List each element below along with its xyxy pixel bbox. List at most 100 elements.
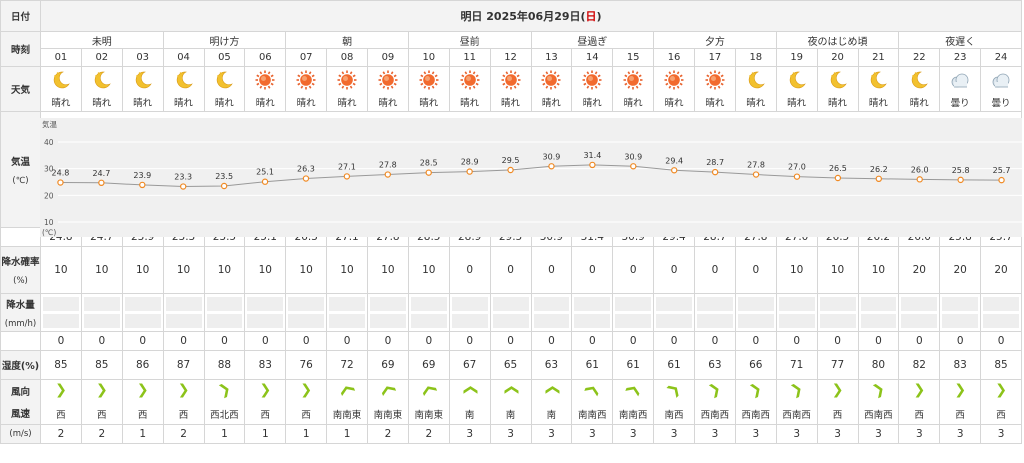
temperature-data-label: 26.0	[911, 165, 929, 174]
humidity-cell: 65	[489, 350, 532, 380]
wind-arrow-icon: ❯	[995, 382, 1007, 398]
wind-speed-cell: 1	[244, 424, 287, 444]
precip-amount-cell: 0	[857, 331, 900, 351]
precip-bar	[288, 314, 325, 328]
wind-dir-cell: ❯ 西	[244, 379, 287, 425]
temperature-point	[180, 183, 187, 190]
temperature-line	[60, 164, 1002, 188]
sun-icon	[705, 70, 725, 93]
wind-dir-cell: ❯ 南南西	[571, 379, 614, 425]
precip-bar	[247, 297, 284, 311]
moon-icon	[828, 70, 848, 93]
wind-arrow-icon: ❯	[623, 381, 643, 399]
date-header: 日付	[0, 0, 41, 32]
precip-bar	[206, 314, 243, 328]
chart-background	[40, 118, 1022, 237]
chart-ytick: 30	[44, 165, 54, 174]
temperature-data-label: 26.5	[829, 164, 847, 173]
weather-label: 晴れ	[378, 97, 398, 109]
temperature-data-label: 30.9	[543, 152, 561, 161]
humidity-cell: 69	[407, 350, 450, 380]
precip-bar	[165, 297, 202, 311]
hour-cell: 20	[816, 48, 859, 67]
precip-bar	[778, 297, 815, 311]
wind-dir-cell: ❯ 西	[898, 379, 941, 425]
period-label: 未明	[40, 31, 164, 49]
precip-bar	[410, 314, 447, 328]
precip-amount-values-header	[0, 331, 41, 351]
wind-speed-cell: 2	[80, 424, 123, 444]
humidity-cell: 87	[162, 350, 205, 380]
humidity-cell: 72	[326, 350, 368, 380]
hour-cell: 01	[40, 48, 82, 67]
temperature-point	[139, 181, 146, 189]
moon-icon	[746, 70, 766, 93]
temperature-data-label: 29.4	[665, 156, 683, 165]
humidity-cell: 71	[775, 350, 818, 380]
hour-cell: 09	[367, 48, 409, 67]
hour-cell: 21	[857, 48, 900, 67]
precip-bar	[370, 314, 406, 328]
precip-bar	[247, 314, 284, 328]
temperature-data-label: 30.9	[624, 152, 642, 161]
precip-bar-cell	[898, 293, 941, 332]
period-label: 昼過ぎ	[530, 31, 655, 49]
wind-dir-cell: ❯ 西	[980, 379, 1022, 425]
temperature-data-label: 23.3	[174, 173, 192, 182]
precip-prob-cell: 0	[571, 246, 614, 294]
humidity-cell: 63	[530, 350, 573, 380]
hour-cell: 16	[653, 48, 695, 67]
precip-amount-cell: 0	[244, 331, 287, 351]
wind-speed-cell: 3	[898, 424, 941, 444]
weather-header: 天気	[0, 66, 41, 112]
moon-icon	[868, 70, 888, 93]
hour-cell: 17	[694, 48, 736, 67]
precip-bar	[83, 314, 120, 328]
precip-bar-cell	[530, 293, 573, 332]
humidity-cell: 80	[857, 350, 900, 380]
precip-prob-cell: 0	[489, 246, 532, 294]
precip-bar	[615, 314, 652, 328]
precip-bar	[451, 297, 488, 311]
precip-bar	[615, 297, 652, 311]
hour-cell: 04	[162, 48, 205, 67]
wind-dir-text: 西	[137, 410, 148, 421]
hour-cell: 02	[80, 48, 123, 67]
precip-bar-cell	[857, 293, 900, 332]
precip-bar	[697, 314, 733, 328]
precip-amount-cell: 0	[407, 331, 450, 351]
precip-amount-cell: 0	[326, 331, 368, 351]
weather-label: 晴れ	[255, 97, 275, 109]
wind-header: 風向 風速	[0, 379, 41, 425]
wind-speed-cell: 3	[816, 424, 859, 444]
wind-speed-cell: 3	[448, 424, 491, 444]
wind-speed-cell: 3	[939, 424, 982, 444]
precip-bar	[165, 314, 202, 328]
wind-dir-text: 西南西	[782, 410, 811, 421]
wind-arrow-icon: ❯	[954, 382, 967, 398]
weather-label: 曇り	[991, 97, 1011, 109]
moon-icon	[174, 70, 194, 93]
temperature-data-label: 25.7	[993, 166, 1011, 175]
temperature-point	[507, 166, 514, 174]
wind-speed-cell: 3	[612, 424, 655, 444]
precip-amount-cell: 0	[653, 331, 695, 351]
precip-amount-header: 降水量 (mm/h)	[0, 293, 41, 332]
temperature-data-label: 23.5	[215, 172, 233, 181]
temperature-point	[957, 176, 964, 184]
weather-cell: 晴れ	[530, 66, 573, 112]
weather-label: 晴れ	[664, 97, 684, 109]
hour-cell: 08	[326, 48, 368, 67]
hour-cell: 10	[407, 48, 450, 67]
wind-dir-cell: ❯ 西	[939, 379, 982, 425]
precip-prob-cell: 0	[612, 246, 655, 294]
weather-label: 晴れ	[51, 97, 71, 109]
chart-ytick: 40	[44, 138, 54, 147]
period-label: 夕方	[653, 31, 777, 49]
wind-arrow-icon: ❯	[419, 381, 439, 399]
temperature-data-label: 24.8	[52, 169, 70, 178]
temperature-point	[875, 175, 882, 183]
precip-amount-cell: 0	[203, 331, 246, 351]
temperature-point	[630, 163, 637, 170]
precip-amount-cell: 0	[816, 331, 859, 351]
